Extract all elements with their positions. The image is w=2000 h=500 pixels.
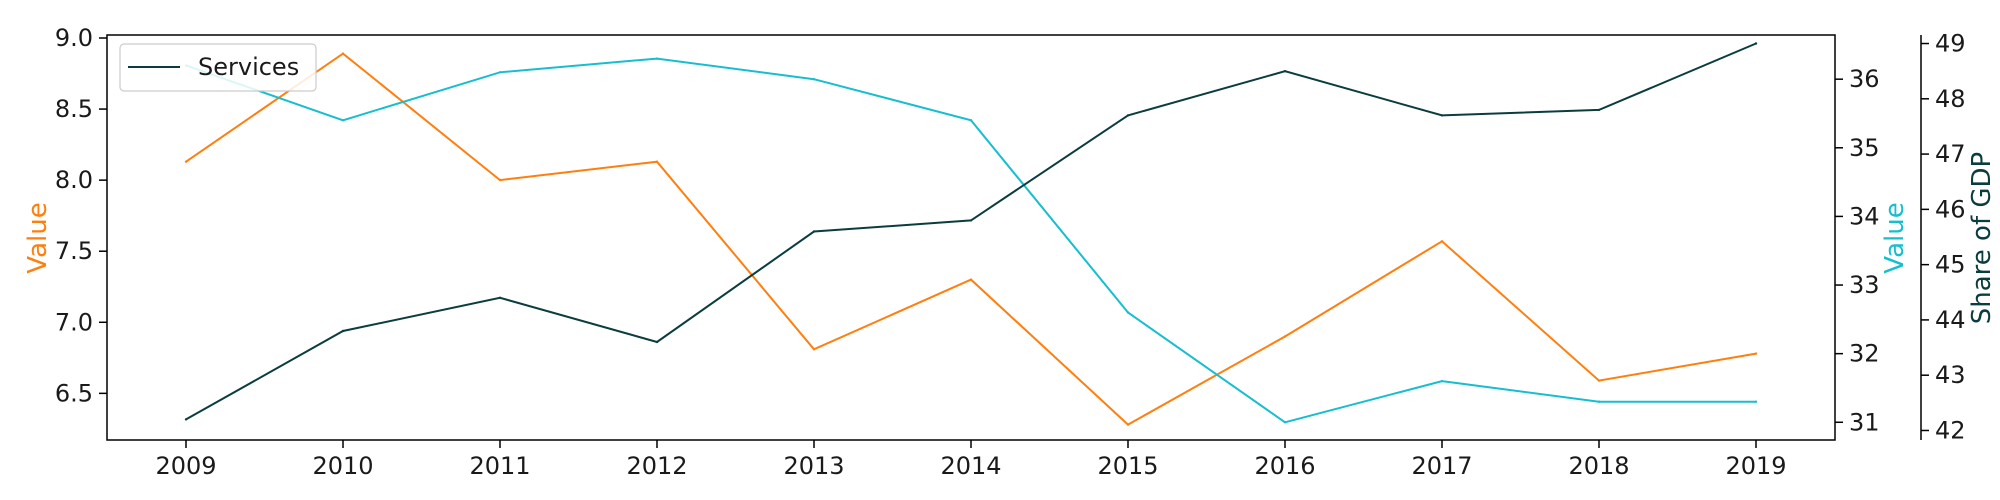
right2-y-tick-label: 48 bbox=[1935, 85, 1966, 113]
plot-frame bbox=[106, 34, 1836, 441]
left-y-tick-label: 7.0 bbox=[55, 308, 93, 336]
x-tick-label: 2018 bbox=[1568, 452, 1629, 480]
left-axis: 6.5 7.0 7.5 8.0 8.5 9.0 bbox=[55, 24, 107, 407]
series-0-point bbox=[1126, 423, 1130, 426]
x-tick-label: 2014 bbox=[940, 452, 1001, 480]
series-2-point bbox=[1597, 108, 1601, 112]
series-0-point bbox=[1440, 240, 1444, 243]
x-tick-label: 2017 bbox=[1411, 452, 1472, 480]
right2-y-tick-label: 42 bbox=[1935, 416, 1966, 444]
right2-axis-title: Share of GDP bbox=[1967, 152, 1997, 324]
series-1-point bbox=[812, 78, 816, 81]
left-y-tick-label: 7.5 bbox=[55, 237, 93, 265]
series-0-point bbox=[969, 278, 973, 281]
right2-y-tick-label: 44 bbox=[1935, 306, 1966, 334]
x-tick-label: 2013 bbox=[783, 452, 844, 480]
right2-y-tick-label: 45 bbox=[1935, 251, 1966, 279]
series-1-point bbox=[341, 119, 345, 122]
x-tick-label: 2015 bbox=[1097, 452, 1158, 480]
series-1-point bbox=[655, 57, 659, 60]
left-y-tick-label: 8.5 bbox=[55, 95, 93, 123]
series-0-point bbox=[184, 160, 188, 163]
x-axis: 2009 2010 2011 2012 2013 2014 2015 2016 2017 2018… bbox=[155, 440, 1787, 480]
x-tick-label: 2019 bbox=[1725, 452, 1786, 480]
right-axis-title: Value bbox=[1880, 202, 1910, 273]
series-1-point bbox=[1597, 400, 1601, 403]
series-2-point bbox=[655, 340, 659, 344]
series-0-point bbox=[655, 160, 659, 163]
series-0-point bbox=[1283, 335, 1287, 338]
right2-axis: 42 43 44 45 46 47 48 49 bbox=[1920, 30, 1966, 444]
right-y-tick-label: 33 bbox=[1849, 271, 1880, 299]
legend-label-services: Services bbox=[198, 53, 299, 81]
series-layer bbox=[184, 42, 1758, 426]
series-0-point bbox=[812, 348, 816, 351]
left-y-tick-label: 6.5 bbox=[55, 379, 93, 407]
series-2-point bbox=[341, 329, 345, 333]
series-2-point bbox=[184, 418, 188, 421]
series-2-point bbox=[1440, 114, 1444, 117]
x-tick-label: 2016 bbox=[1254, 452, 1315, 480]
legend: Services bbox=[119, 43, 317, 92]
right-y-tick-label: 34 bbox=[1849, 202, 1880, 230]
x-tick-label: 2011 bbox=[469, 452, 530, 480]
x-tick-label: 2012 bbox=[626, 452, 687, 480]
left-axis-title: Value bbox=[23, 202, 53, 273]
right2-y-tick-label: 43 bbox=[1935, 361, 1966, 389]
series-line-0 bbox=[185, 52, 1757, 426]
right-axis: 31 32 33 34 35 36 bbox=[1835, 65, 1880, 436]
series-2-point bbox=[1754, 42, 1758, 45]
series-1-point bbox=[1126, 311, 1130, 314]
x-tick-label: 2010 bbox=[312, 452, 373, 480]
legend-box bbox=[119, 43, 317, 92]
series-line-2 bbox=[185, 42, 1757, 421]
series-0-point bbox=[498, 178, 502, 182]
series-2-point bbox=[498, 296, 502, 299]
series-1-point bbox=[1754, 400, 1758, 403]
right2-y-tick-label: 47 bbox=[1935, 140, 1966, 168]
series-2-point bbox=[812, 230, 816, 233]
left-y-tick-label: 8.0 bbox=[55, 166, 93, 194]
series-1-point bbox=[969, 119, 973, 122]
series-0-point bbox=[1754, 352, 1758, 355]
right-y-tick-label: 31 bbox=[1849, 408, 1880, 436]
series-2-point bbox=[969, 219, 973, 222]
series-0-point bbox=[341, 52, 345, 55]
right-y-tick-label: 36 bbox=[1849, 65, 1880, 93]
right2-y-tick-label: 46 bbox=[1935, 195, 1966, 223]
series-1-point bbox=[1283, 421, 1287, 424]
left-y-tick-label: 9.0 bbox=[55, 24, 93, 52]
right-y-tick-label: 32 bbox=[1849, 340, 1880, 368]
series-1-point bbox=[498, 71, 502, 74]
right2-y-tick-label: 49 bbox=[1935, 30, 1966, 58]
right-y-tick-label: 35 bbox=[1849, 134, 1880, 162]
series-1-point bbox=[1440, 379, 1444, 383]
series-2-point bbox=[1126, 114, 1130, 117]
series-0-point bbox=[1597, 379, 1601, 382]
x-tick-label: 2009 bbox=[155, 452, 216, 480]
series-2-point bbox=[1283, 70, 1287, 73]
